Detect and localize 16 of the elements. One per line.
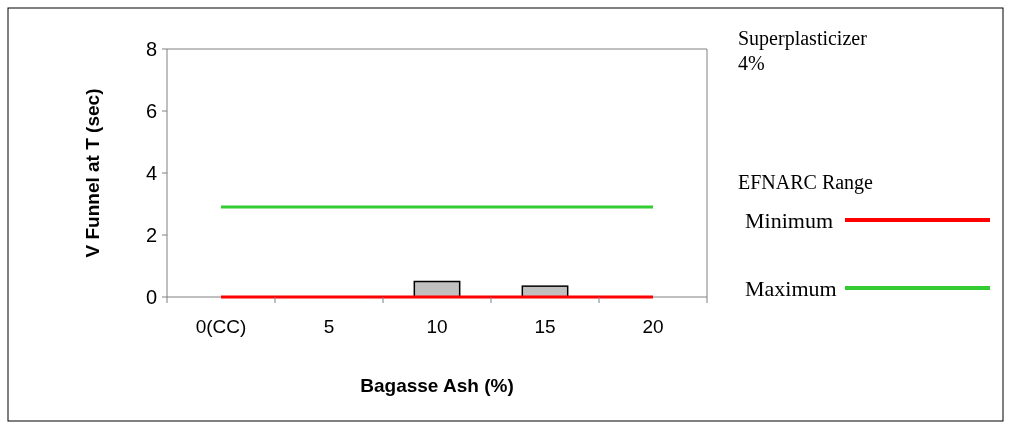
- y-tick-label: 2: [145, 224, 157, 246]
- y-axis-title: V Funnel at T (sec): [82, 88, 103, 258]
- x-tick-label: 10: [426, 316, 448, 337]
- y-tick-label: 4: [145, 162, 157, 184]
- y-tick-label: 6: [145, 100, 157, 122]
- legend-label: Minimum: [745, 207, 834, 233]
- x-tick-label: 0(CC): [195, 316, 247, 337]
- y-tick-label: 0: [145, 286, 157, 308]
- x-axis-title: Bagasse Ash (%): [360, 375, 514, 396]
- legend-label: Maximum: [745, 275, 837, 301]
- legend-title: EFNARC Range: [738, 171, 874, 194]
- x-tick-label: 5: [323, 316, 335, 337]
- x-tick-label: 20: [642, 316, 664, 337]
- text: Superplasticizer 4%: [738, 27, 868, 74]
- x-tick-label: 15: [534, 316, 556, 337]
- y-tick-label: 8: [145, 38, 157, 60]
